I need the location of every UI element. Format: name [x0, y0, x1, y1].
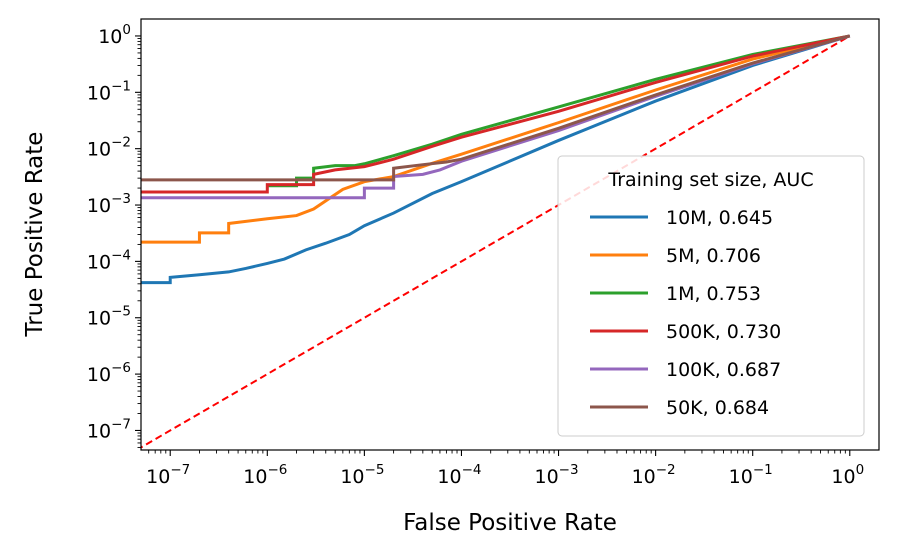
series-line-2: [141, 34, 851, 244]
legend-entry-label: 1M, 0.753: [666, 283, 761, 305]
x-tick-label: 100: [831, 462, 864, 488]
legend-title: Training set size, AUC: [607, 169, 813, 191]
x-tick-label: 10−2: [632, 462, 676, 488]
legend: Training set size, AUC 10M, 0.645 5M, 0.7…: [557, 155, 865, 437]
x-tick-label: 10−1: [729, 462, 773, 488]
plot-area: [141, 34, 851, 449]
random-baseline-line: [141, 35, 851, 449]
y-axis: 10−7 10−6 10−5 10−4 10−3 10−2 10−1 100: [87, 22, 141, 448]
legend-entry-label: 50K, 0.684: [666, 397, 769, 419]
y-tick-label: 10−6: [87, 360, 131, 386]
x-tick-label: 10−6: [243, 462, 287, 488]
series-line-3: [267, 34, 851, 188]
y-tick-label: 10−3: [87, 191, 131, 217]
legend-entry-label: 5M, 0.706: [666, 245, 761, 267]
y-tick-label: 10−4: [87, 247, 131, 273]
legend-box: [557, 155, 865, 437]
series-line-4: [141, 34, 851, 194]
y-axis-label: True Positive Rate: [22, 132, 48, 338]
legend-entry-label: 10M, 0.645: [666, 207, 773, 229]
y-tick-label: 10−7: [87, 416, 131, 442]
legend-entry-label: 100K, 0.687: [666, 359, 781, 381]
legend-entry-label: 500K, 0.730: [666, 321, 781, 343]
x-axis: 10−7 10−6 10−5 10−4 10−3 10−2 10−1 100: [146, 450, 864, 488]
y-tick-label: 10−5: [87, 304, 131, 330]
x-axis-label: False Positive Rate: [403, 510, 617, 536]
y-tick-label: 10−2: [87, 135, 131, 161]
x-tick-label: 10−7: [146, 462, 190, 488]
y-tick-label: 100: [98, 22, 131, 48]
series-line-6: [141, 34, 851, 182]
series-line-1: [141, 34, 851, 285]
x-tick-label: 10−4: [437, 462, 481, 488]
x-tick-label: 10−5: [340, 462, 384, 488]
x-tick-label: 10−3: [534, 462, 578, 488]
y-tick-label: 10−1: [87, 78, 131, 104]
